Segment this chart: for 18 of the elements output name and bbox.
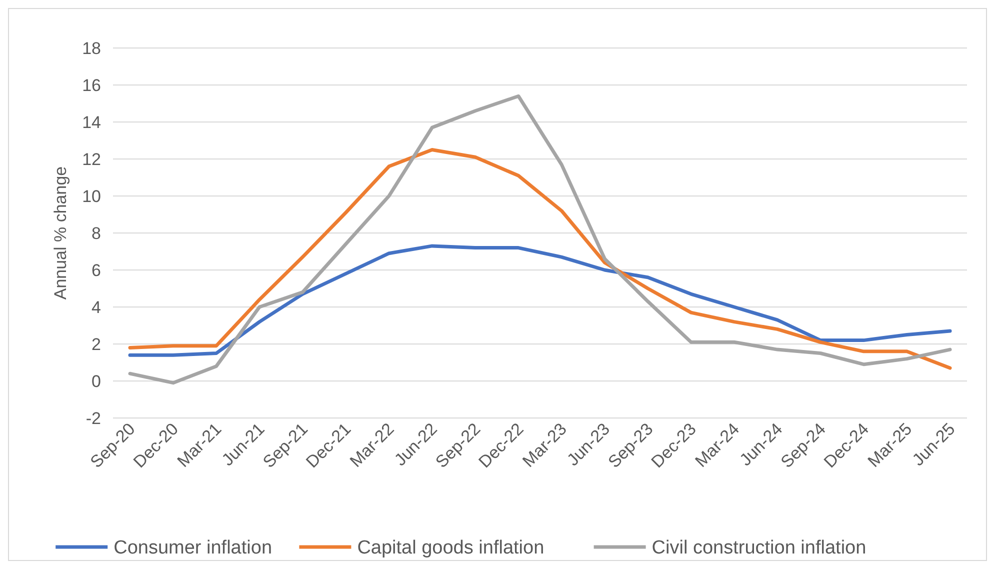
line-series [128,148,952,370]
y-tick-label: -2 [86,408,101,428]
y-tick-label: 12 [82,150,101,169]
y-tick-label: 2 [92,334,101,354]
y-tick-label: 0 [92,372,101,391]
y-tick-label: 14 [82,112,101,132]
y-tick-label: 16 [82,76,101,95]
y-tick-label: 6 [92,260,101,280]
y-axis-title: Annual % change [51,166,70,300]
legend-label: Consumer inflation [114,538,272,559]
y-tick-label: 10 [82,186,101,206]
y-tick-label: 18 [82,38,101,58]
y-tick-label: 8 [92,224,101,243]
legend-label: Capital goods inflation [357,538,544,559]
line-series [128,244,952,357]
legend-label: Civil construction inflation [652,538,866,559]
line-series [128,94,952,385]
y-tick-label: 4 [92,298,101,317]
